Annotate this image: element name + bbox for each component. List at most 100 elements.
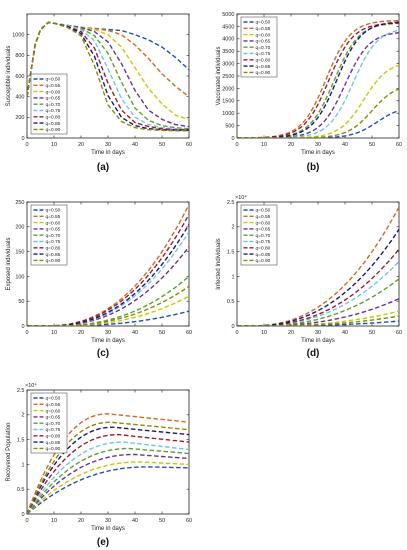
legend-entry: q=0.60	[256, 32, 271, 38]
legend-entry: q=0.55	[46, 214, 61, 220]
y-tick-label: 0	[231, 136, 234, 142]
series-line-q=0.60	[237, 64, 399, 138]
y-axis-label: Susceptible individuals	[6, 46, 12, 107]
legend-entry: q=0.50	[46, 396, 61, 402]
y-tick-label: 0	[231, 324, 234, 330]
series-group	[27, 21, 189, 132]
y-tick-label: 100	[15, 274, 24, 280]
y-axis-label: Vaccinated individuals	[216, 47, 222, 106]
x-tick-label: 40	[342, 330, 348, 336]
series-line-q=0.90	[237, 315, 399, 326]
y-tick-label: 2.5	[227, 200, 235, 206]
legend-entry: q=0.65	[256, 227, 271, 233]
y-tick-label: 1500	[222, 99, 234, 105]
legend-entry: q=0.55	[256, 26, 271, 32]
chart-panel-4: 0 10 20 30 40 50 60 0 0.5 1 1.5 2 2.5×10⁴ Time in day…	[216, 194, 402, 359]
legend-box	[240, 204, 278, 266]
x-tick-label: 10	[261, 330, 267, 336]
series-line-q=0.80	[27, 433, 189, 514]
x-tick-label: 40	[342, 142, 348, 148]
x-tick-label: 0	[25, 330, 28, 336]
series-line-q=0.75	[27, 441, 189, 514]
x-tick-label: 20	[288, 330, 294, 336]
series-line-q=0.55	[237, 19, 399, 138]
series-line-q=0.75	[237, 261, 399, 326]
x-tick-label: 40	[132, 142, 138, 148]
legend-entry: q=0.65	[46, 415, 61, 421]
legend-entry: q=0.50	[46, 77, 61, 83]
legend-entry: q=0.70	[46, 102, 61, 108]
legend-entry: q=0.80	[256, 246, 271, 252]
legend-entry: q=0.90	[256, 70, 271, 76]
series-line-q=0.80	[237, 248, 399, 326]
x-axis-label: Time in days	[91, 150, 125, 156]
legend-entry: q=0.70	[46, 233, 61, 239]
x-tick-label: 60	[186, 142, 192, 148]
x-tick-label: 30	[105, 142, 111, 148]
x-tick-label: 50	[369, 330, 375, 336]
y-exponent-label: ×10⁴	[235, 194, 247, 201]
x-tick-label: 20	[78, 330, 84, 336]
series-line-q=0.80	[237, 22, 399, 138]
y-exponent-label: ×10⁴	[25, 382, 37, 389]
y-tick-label: 1000	[12, 33, 24, 39]
y-tick-label: 2.5	[17, 388, 25, 394]
y-tick-label: 3000	[222, 62, 234, 68]
x-tick-label: 50	[369, 142, 375, 148]
legend-entry: q=0.65	[46, 227, 61, 233]
legend-entry: q=0.60	[256, 220, 271, 226]
y-tick-label: 3500	[222, 49, 234, 55]
x-tick-label: 60	[186, 330, 192, 336]
y-tick-label: 0	[21, 512, 24, 518]
x-tick-label: 10	[51, 518, 57, 524]
y-tick-label: 800	[15, 53, 24, 59]
x-tick-label: 0	[25, 518, 28, 524]
y-tick-label: 0	[21, 136, 24, 142]
y-tick-label: 50	[18, 299, 24, 305]
x-tick-label: 10	[261, 142, 267, 148]
y-tick-label: 1	[21, 462, 24, 468]
panel-label: (d)	[307, 348, 320, 359]
series-line-q=0.60	[27, 461, 189, 514]
y-tick-label: 1.5	[227, 250, 235, 256]
y-tick-label: 1000	[222, 111, 234, 117]
x-axis-label: Time in days	[301, 150, 335, 156]
y-tick-label: 500	[225, 124, 234, 130]
y-tick-label: 1	[231, 274, 234, 280]
y-tick-label: 4000	[222, 37, 234, 43]
series-group	[237, 19, 399, 138]
x-tick-label: 30	[105, 518, 111, 524]
x-axis-label: Time in days	[91, 526, 125, 532]
series-line-q=0.65	[237, 32, 399, 138]
x-tick-label: 20	[78, 142, 84, 148]
legend-entry: q=0.60	[46, 220, 61, 226]
legend-entry: q=0.70	[46, 421, 61, 427]
chart-panel-2: 0 10 20 30 40 50 60 0 500 1000 1500 2000 2500 3000 350…	[216, 12, 402, 173]
x-axis-label: Time in days	[301, 338, 335, 344]
legend-entry: q=0.65	[46, 96, 61, 102]
panel-label: (a)	[97, 162, 109, 173]
legend-entry: q=0.75	[46, 108, 61, 114]
x-tick-label: 50	[159, 330, 165, 336]
chart-panel-3: 0 10 20 30 40 50 60 0 50 100 150 200 250 Time in days…	[6, 200, 192, 359]
series-line-q=0.70	[27, 447, 189, 514]
y-axis-label: Exposed individuals	[6, 237, 12, 290]
legend-entry: q=0.85	[46, 440, 61, 446]
y-tick-label: 2000	[222, 86, 234, 92]
legend-entry: q=0.65	[256, 39, 271, 45]
series-line-q=0.75	[237, 29, 399, 138]
series-line-q=0.70	[237, 22, 399, 138]
legend-entry: q=0.75	[46, 239, 61, 245]
legend-entry: q=0.70	[256, 45, 271, 51]
chart-panel-5: 0 10 20 30 40 50 60 0 0.5 1 1.5 2 2.5×10⁴ Time in day…	[6, 382, 192, 548]
y-tick-label: 0.5	[17, 487, 25, 493]
series-line-q=0.85	[27, 223, 189, 326]
legend-entry: q=0.50	[256, 208, 271, 214]
x-tick-label: 50	[159, 518, 165, 524]
series-line-q=0.65	[237, 298, 399, 326]
legend-entry: q=0.80	[46, 115, 61, 121]
legend-entry: q=0.85	[256, 252, 271, 258]
legend-entry: q=0.75	[256, 51, 271, 57]
